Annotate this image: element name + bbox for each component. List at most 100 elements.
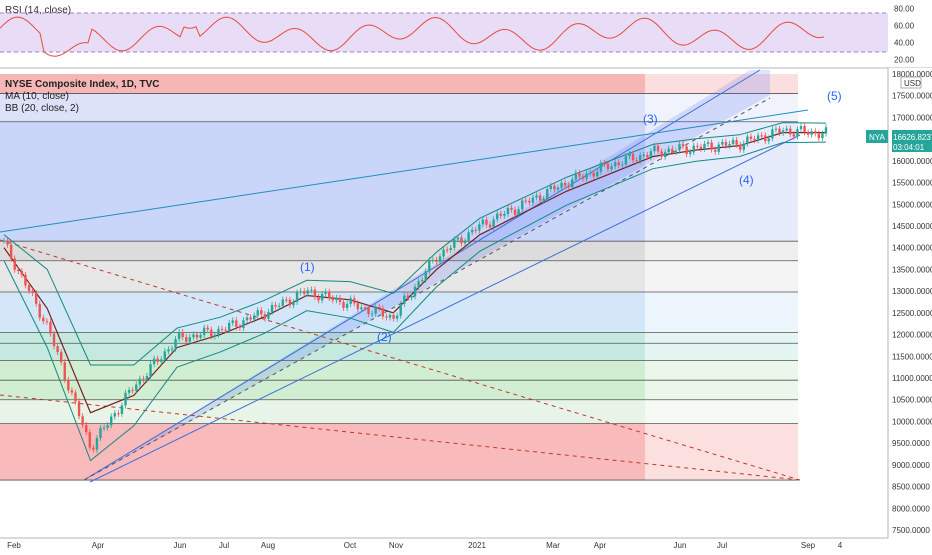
candle-body bbox=[806, 132, 810, 135]
candle-body bbox=[270, 304, 274, 312]
candle-body bbox=[424, 271, 427, 280]
candle-body bbox=[563, 182, 567, 186]
candle-body bbox=[460, 237, 463, 244]
candle-body bbox=[256, 310, 259, 316]
candle-body bbox=[156, 358, 159, 362]
legend-bb: BB (20, close, 2) bbox=[5, 103, 79, 114]
candle-body bbox=[378, 306, 381, 309]
candle-body bbox=[663, 152, 667, 157]
rsi-tick-label: 40.00 bbox=[894, 39, 915, 48]
candle-body bbox=[631, 153, 635, 161]
rsi-axis: 80.00 60.00 40.00 20.00 bbox=[894, 5, 915, 65]
candle-body bbox=[99, 428, 102, 439]
candle-body bbox=[521, 200, 524, 210]
y-tick-label: 10000.0000 bbox=[892, 417, 932, 426]
candle-body bbox=[717, 144, 720, 152]
candle-body bbox=[674, 150, 678, 152]
candle-body bbox=[728, 143, 731, 146]
rsi-tick-label: 20.00 bbox=[894, 56, 915, 65]
descending-dashed-line bbox=[0, 239, 801, 481]
y-tick-label: 13000.0000 bbox=[892, 287, 932, 296]
candle-body bbox=[310, 289, 313, 291]
candle-body bbox=[406, 295, 410, 298]
candle-body bbox=[553, 185, 556, 190]
median-dashed-line bbox=[83, 97, 771, 481]
candle-body bbox=[510, 207, 513, 210]
symbol-tag-bg bbox=[866, 130, 888, 143]
candle-body bbox=[131, 389, 134, 391]
trend-channel bbox=[0, 69, 809, 483]
candle-body bbox=[342, 302, 345, 308]
rsi-legend: RSI (14, close) bbox=[5, 5, 71, 16]
candle-body bbox=[95, 438, 99, 450]
candle-body bbox=[592, 172, 595, 177]
candle-body bbox=[478, 224, 481, 231]
candle-body bbox=[185, 337, 188, 342]
candle-body bbox=[624, 156, 628, 165]
candle-body bbox=[174, 339, 177, 349]
candle-body bbox=[431, 259, 435, 261]
candle-body bbox=[6, 240, 9, 245]
zone-band-ext bbox=[645, 260, 798, 293]
candle-body bbox=[238, 326, 242, 328]
x-axis-labels: Feb Apr Jun Jul Aug Oct Nov 2021 Mar Apr Jun Jul Sep… bbox=[7, 541, 843, 550]
x-tick-label: Feb bbox=[7, 541, 21, 550]
main-legend: NYSE Composite Index, 1D, TVC MA (10, cl… bbox=[5, 79, 159, 114]
candle-body bbox=[435, 259, 438, 262]
candle-body bbox=[356, 303, 360, 310]
candle-body bbox=[571, 179, 574, 188]
candle-body bbox=[263, 314, 267, 319]
candle-body bbox=[267, 311, 270, 319]
candle-body bbox=[231, 320, 234, 324]
candle-body bbox=[138, 378, 142, 385]
wave-label-5: (5) bbox=[827, 89, 842, 103]
candle-body bbox=[731, 139, 735, 144]
candle-body bbox=[756, 135, 760, 141]
candle-body bbox=[638, 155, 642, 162]
wave-label-2: (2) bbox=[377, 330, 392, 344]
candle-body bbox=[785, 128, 788, 131]
channel-upper-line bbox=[83, 69, 761, 481]
candle-body bbox=[277, 305, 281, 307]
candle-body bbox=[145, 375, 149, 380]
candle-body bbox=[574, 172, 578, 180]
candle-body bbox=[388, 314, 392, 318]
bb-upper-band bbox=[3, 122, 827, 366]
candle-body bbox=[27, 285, 31, 291]
candle-body bbox=[285, 299, 288, 301]
candle-body bbox=[538, 195, 542, 201]
candle-body bbox=[206, 327, 209, 330]
y-tick-label: 12000.0000 bbox=[892, 331, 932, 340]
candle-body bbox=[721, 141, 724, 145]
candle-body bbox=[120, 405, 124, 414]
candle-body bbox=[603, 162, 606, 164]
x-tick-label: 4 bbox=[838, 541, 843, 550]
candle-body bbox=[38, 303, 41, 318]
y-tick-label: 9500.0000 bbox=[892, 439, 930, 448]
candle-body bbox=[17, 269, 20, 272]
candle-body bbox=[306, 290, 309, 294]
candle-body bbox=[70, 390, 74, 393]
candle-body bbox=[13, 258, 16, 270]
candle-body bbox=[799, 126, 803, 130]
x-tick-label: Aug bbox=[261, 541, 275, 550]
candle-body bbox=[442, 249, 445, 257]
candle-body bbox=[363, 307, 367, 309]
fib-zones bbox=[0, 74, 798, 481]
candle-body bbox=[202, 327, 206, 335]
candle-body bbox=[81, 416, 84, 425]
candle-body bbox=[789, 128, 792, 135]
zone-band-ext bbox=[645, 241, 798, 261]
candle-body bbox=[135, 384, 138, 391]
candle-body bbox=[481, 219, 485, 225]
candle-body bbox=[560, 182, 563, 188]
candle-body bbox=[52, 333, 56, 347]
candle-body bbox=[449, 247, 452, 251]
candle-body bbox=[328, 291, 331, 299]
candle-body bbox=[403, 295, 406, 304]
candle-body bbox=[281, 299, 284, 306]
candle-body bbox=[513, 209, 517, 215]
candle-body bbox=[395, 315, 399, 319]
candle-body bbox=[617, 162, 620, 166]
